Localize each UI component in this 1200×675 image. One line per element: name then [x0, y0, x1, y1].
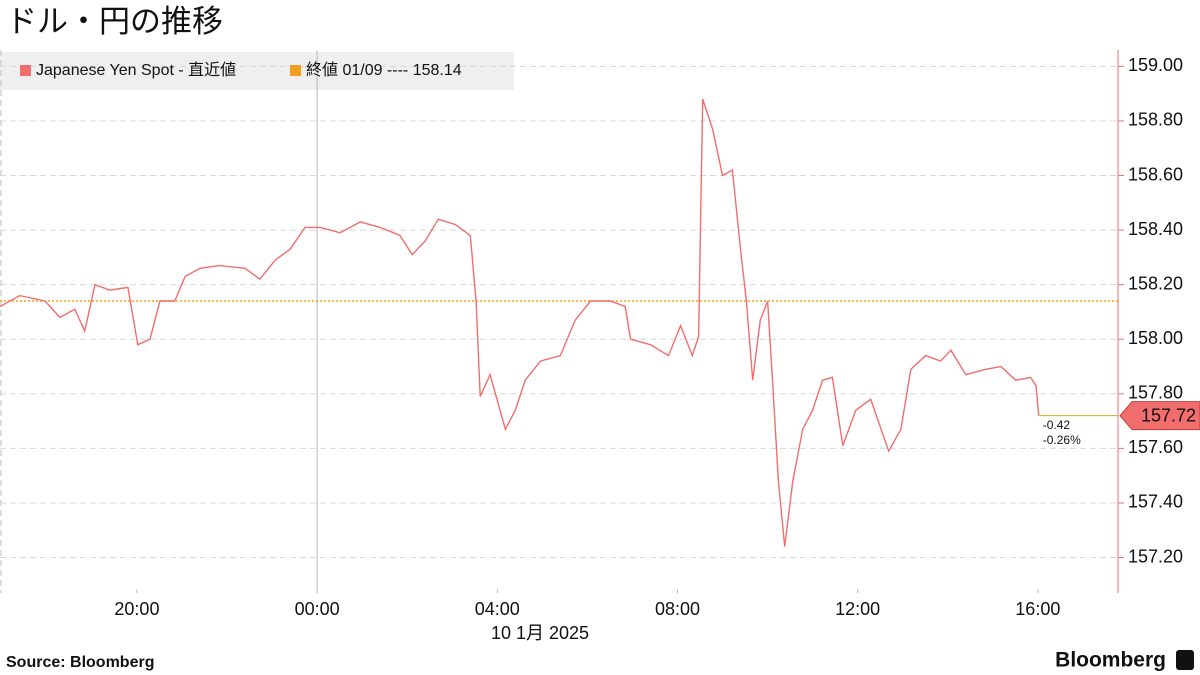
y-tick-label: 158.60	[1128, 164, 1183, 184]
y-tick-label: 159.00	[1128, 55, 1183, 75]
x-tick-label: 16:00	[1015, 599, 1060, 619]
x-tick-label: 08:00	[655, 599, 700, 619]
chart-title: ドル・円の推移	[6, 4, 223, 39]
y-tick-label: 158.20	[1128, 273, 1183, 293]
x-tick-label: 00:00	[295, 599, 340, 619]
legend-box	[0, 52, 514, 90]
y-tick-label: 158.80	[1128, 110, 1183, 130]
y-tick-label: 158.40	[1128, 219, 1183, 239]
x-tick-label: 12:00	[835, 599, 880, 619]
legend-label: 終値 01/09 ---- 158.14	[306, 61, 462, 79]
x-tick-label: 20:00	[114, 599, 159, 619]
legend-swatch	[290, 65, 301, 76]
brand: Bloomberg	[1055, 649, 1166, 672]
x-axis-label: 10 1月 2025	[491, 623, 589, 643]
y-tick-label: 158.00	[1128, 328, 1183, 348]
y-tick-label: 157.80	[1128, 383, 1183, 403]
y-tick-label: 157.20	[1128, 546, 1183, 566]
x-tick-label: 04:00	[475, 599, 520, 619]
series-line	[0, 98, 1040, 547]
change-label: -0.42	[1043, 418, 1071, 432]
y-tick-label: 157.60	[1128, 437, 1183, 457]
source: Source: Bloomberg	[6, 654, 154, 671]
brand-icon	[1176, 650, 1194, 670]
last-value-label: 157.72	[1141, 405, 1196, 425]
y-tick-label: 157.40	[1128, 492, 1183, 512]
change-label: -0.26%	[1043, 433, 1081, 447]
legend-label[interactable]: Japanese Yen Spot - 直近値	[36, 61, 236, 79]
last-value-tag	[1119, 401, 1200, 431]
legend-swatch	[20, 65, 31, 76]
